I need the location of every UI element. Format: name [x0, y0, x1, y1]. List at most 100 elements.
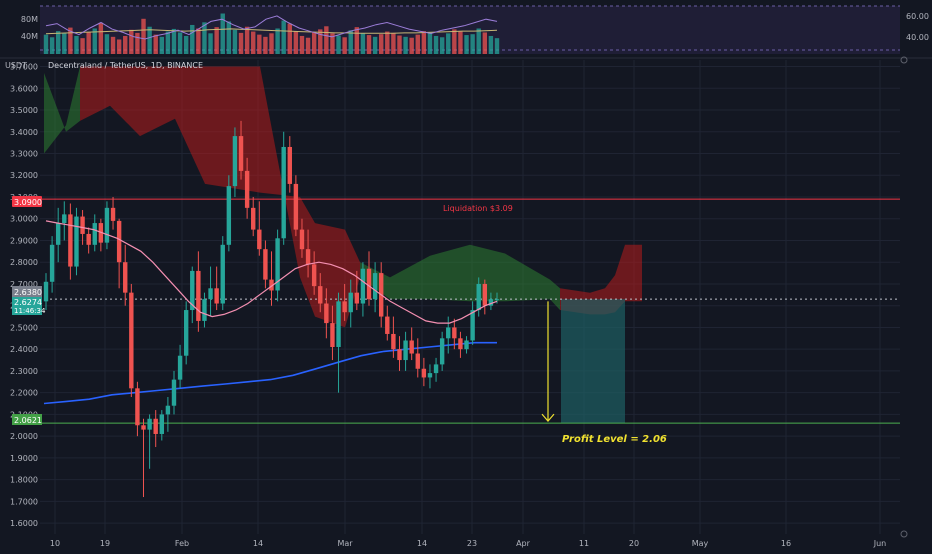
- candle-body: [488, 299, 494, 306]
- volume-bar: [488, 35, 494, 54]
- candle-body: [336, 301, 341, 348]
- volume-bars: [43, 13, 500, 55]
- volume-bar: [123, 35, 128, 54]
- candle-body: [177, 355, 183, 380]
- volume-bar: [269, 33, 274, 54]
- rsi-line: [45, 15, 498, 40]
- candle-body: [220, 244, 225, 304]
- price-badge-current: 2.6274 11:46:34: [12, 297, 46, 315]
- candle-body: [385, 316, 390, 334]
- y-tick-label: 3.7000: [10, 63, 38, 72]
- volume-bar: [165, 31, 171, 54]
- candle-body: [129, 292, 134, 389]
- volume-panel[interactable]: 80M 40M 60.00 40.00: [21, 5, 929, 55]
- candle-body: [439, 338, 445, 365]
- volume-bar: [190, 24, 195, 54]
- candle-body: [116, 220, 122, 263]
- volume-bar: [305, 37, 311, 54]
- candle-body: [348, 292, 353, 313]
- volume-bar: [49, 37, 55, 54]
- volume-bar: [366, 35, 372, 54]
- candle-body: [171, 379, 177, 406]
- candle-body: [482, 283, 488, 306]
- volume-bar: [482, 32, 488, 54]
- y-tick-label: 2.4000: [10, 345, 38, 354]
- cloud-segment: [315, 223, 345, 328]
- volume-bar: [147, 26, 152, 54]
- candle-body: [299, 229, 305, 250]
- volume-bar: [476, 28, 481, 54]
- y-tick-label: 3.5000: [10, 106, 38, 115]
- volume-bar: [238, 32, 244, 54]
- volume-bar: [208, 33, 213, 54]
- settings-gear-icon[interactable]: [900, 530, 908, 538]
- y-tick-label: 2.3000: [10, 367, 38, 376]
- x-tick-label: 23: [467, 539, 477, 548]
- y-tick-label: 3.2000: [10, 171, 38, 180]
- volume-bar: [141, 18, 146, 54]
- profit-badge: 2.0621: [12, 414, 42, 425]
- candle-body: [281, 146, 286, 239]
- volume-bar: [80, 38, 85, 54]
- candle-body: [68, 214, 73, 267]
- volume-bar: [43, 34, 49, 54]
- volume-bar: [464, 35, 469, 54]
- volume-bar: [196, 28, 201, 54]
- cloud-segment: [615, 244, 625, 313]
- x-tick-label: Feb: [175, 539, 189, 548]
- candle-body: [55, 223, 61, 245]
- candle-body: [287, 146, 292, 184]
- volume-bar: [251, 31, 256, 54]
- symbol-title[interactable]: Decentraland / TetherUS, 1D, BINANCE: [48, 61, 203, 70]
- volume-bar: [86, 32, 91, 54]
- currency-label: USDT: [5, 61, 27, 70]
- profit-annotation: Profit Level = 2.06: [562, 434, 667, 445]
- candle-body: [257, 229, 262, 250]
- countdown-text: 11:46:34: [14, 307, 46, 315]
- settings-dot-icon[interactable]: [900, 56, 908, 64]
- volume-bar: [177, 32, 183, 54]
- rsi-label-60: 60.00: [906, 12, 929, 21]
- candle-body: [494, 299, 500, 301]
- volume-bar: [311, 32, 317, 54]
- cloud-segment: [110, 66, 140, 137]
- candle-body: [49, 244, 55, 282]
- candle-body: [86, 233, 91, 245]
- candle-body: [62, 214, 67, 224]
- liquidation-badge-text: 3.0900: [14, 198, 42, 207]
- x-tick-label: 14: [417, 539, 427, 548]
- volume-bar: [68, 27, 73, 54]
- ma-long-line: [43, 341, 497, 405]
- y-tick-label: 2.2000: [10, 389, 38, 398]
- rsi-label-40: 40.00: [906, 33, 929, 42]
- cloud-segment: [80, 66, 110, 121]
- volume-bar: [159, 36, 164, 54]
- x-tick-label: Jun: [873, 539, 887, 548]
- cloud-segment: [140, 66, 175, 137]
- volume-ma-line: [45, 28, 498, 35]
- volume-bar: [62, 33, 67, 54]
- volume-bar: [336, 35, 341, 54]
- volume-bar: [214, 27, 219, 54]
- volume-bar: [232, 29, 238, 54]
- candle-body: [226, 186, 232, 245]
- x-tick-label: 19: [100, 539, 110, 548]
- candle-body: [196, 270, 201, 321]
- time-axis[interactable]: 10 19 Feb 14 Mar 14 23 Apr 11 20 May 16 Jun: [50, 539, 886, 548]
- price-panel[interactable]: Liquidation $3.09 Profit Level = 2.06 US…: [5, 56, 908, 548]
- volume-bar: [281, 20, 286, 55]
- candle-body: [153, 418, 158, 434]
- volume-bar: [360, 33, 366, 54]
- ma-short-line: [45, 220, 498, 324]
- volume-bar: [74, 35, 79, 54]
- volume-bar: [470, 34, 475, 54]
- volume-bar: [403, 36, 408, 54]
- candle-body: [80, 216, 85, 234]
- candle-body: [464, 340, 469, 350]
- candle-body: [305, 249, 311, 265]
- volume-bar: [183, 35, 189, 54]
- volume-bar: [263, 36, 268, 54]
- volume-bar: [421, 31, 427, 54]
